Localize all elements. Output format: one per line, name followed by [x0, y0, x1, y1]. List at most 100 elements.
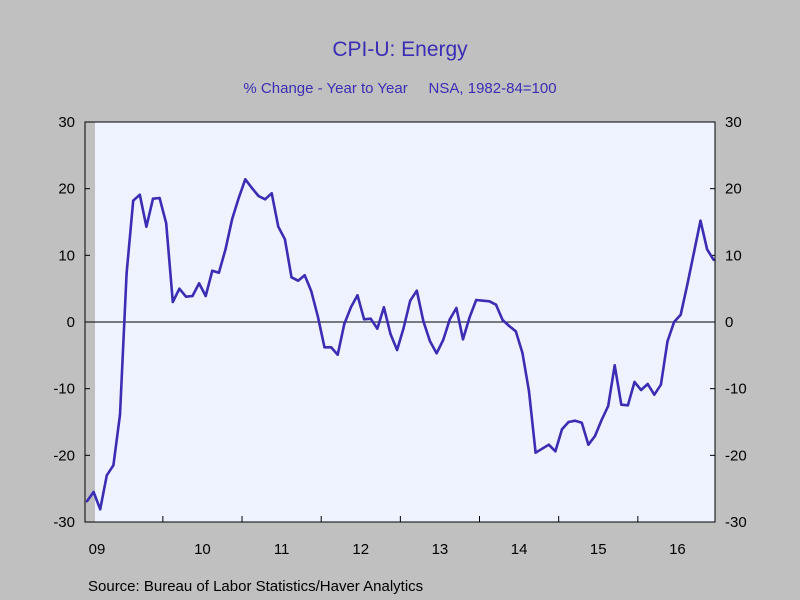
- data-point: [692, 251, 696, 254]
- y-tick-label-right: 30: [725, 114, 742, 131]
- x-tick-label: 15: [590, 541, 607, 558]
- x-tick-label: 14: [511, 541, 528, 558]
- data-point: [118, 413, 122, 416]
- y-tick-label-left: -30: [53, 514, 75, 531]
- data-point: [329, 346, 333, 349]
- data-point: [468, 316, 471, 319]
- y-tick-label-right: 10: [725, 247, 742, 264]
- data-point: [600, 418, 603, 422]
- data-point: [349, 306, 353, 309]
- data-point: [211, 269, 214, 272]
- data-point: [224, 248, 227, 251]
- data-point: [217, 271, 221, 274]
- data-point: [646, 382, 649, 386]
- data-point: [547, 443, 550, 446]
- x-tick-label: 10: [194, 541, 211, 558]
- data-point: [257, 194, 260, 198]
- data-point: [712, 258, 715, 262]
- data-point: [277, 225, 280, 228]
- data-point: [382, 306, 386, 309]
- data-point: [540, 447, 544, 450]
- data-point: [666, 340, 669, 343]
- data-point: [699, 219, 702, 222]
- data-point: [316, 315, 320, 318]
- data-point: [303, 274, 306, 277]
- y-tick-label-left: -10: [53, 381, 75, 398]
- data-point: [184, 295, 188, 298]
- data-point: [263, 198, 267, 201]
- plot-frame: [84, 121, 716, 523]
- data-point: [580, 421, 583, 424]
- data-point: [290, 276, 293, 279]
- data-point: [171, 300, 174, 304]
- data-point: [98, 508, 102, 511]
- data-point: [633, 380, 636, 384]
- data-point: [593, 434, 597, 438]
- data-point: [679, 313, 682, 316]
- data-point: [323, 346, 326, 349]
- y-tick-label-left: -20: [53, 447, 75, 464]
- y-tick-label-left: 20: [58, 181, 75, 198]
- data-point: [606, 404, 610, 408]
- chart-source: Source: Bureau of Labor Statistics/Haver…: [88, 578, 424, 595]
- data-point: [389, 332, 392, 336]
- data-point: [659, 383, 663, 386]
- data-point: [158, 196, 161, 200]
- data-point: [270, 192, 273, 195]
- data-point: [534, 451, 537, 454]
- data-point: [686, 283, 689, 286]
- data-point: [164, 222, 168, 225]
- data-point: [501, 318, 504, 322]
- data-point: [639, 388, 643, 392]
- data-point: [560, 428, 564, 431]
- data-point: [461, 338, 465, 341]
- data-point: [428, 340, 432, 343]
- y-tick-label-right: -30: [725, 514, 747, 531]
- data-point: [125, 272, 128, 275]
- y-tick-label-right: -10: [725, 381, 747, 398]
- data-point: [336, 353, 339, 356]
- data-point: [145, 225, 148, 228]
- data-point: [653, 393, 656, 396]
- data-point: [204, 294, 207, 298]
- data-point: [369, 317, 372, 320]
- data-point: [356, 294, 359, 297]
- data-point: [250, 186, 254, 190]
- data-point: [131, 199, 135, 202]
- y-tick-label-right: 0: [725, 314, 733, 331]
- data-point: [422, 320, 425, 323]
- data-point: [230, 218, 234, 221]
- x-tick-label: 09: [89, 541, 106, 558]
- data-point: [92, 490, 95, 494]
- data-point: [435, 352, 438, 355]
- data-point: [85, 500, 89, 503]
- data-point: [587, 443, 590, 446]
- data-point: [310, 290, 313, 293]
- data-point: [613, 364, 616, 367]
- data-point: [573, 419, 577, 422]
- x-tick-label: 12: [352, 541, 369, 558]
- data-point: [705, 248, 709, 251]
- chart-subtitle: % Change - Year to Year NSA, 1982-84=100: [243, 80, 557, 97]
- data-point: [283, 238, 287, 241]
- data-point: [395, 348, 399, 352]
- data-point: [521, 351, 524, 354]
- x-tick-label: 11: [274, 541, 290, 558]
- data-point: [481, 299, 485, 302]
- data-point: [376, 327, 379, 330]
- data-point: [455, 306, 458, 310]
- chart-title: CPI-U: Energy: [332, 38, 468, 61]
- data-point: [554, 450, 557, 453]
- data-point: [237, 196, 240, 200]
- data-point: [191, 294, 194, 298]
- data-point: [105, 474, 108, 477]
- data-point: [296, 279, 300, 282]
- data-point: [362, 318, 366, 321]
- data-point: [475, 298, 478, 302]
- data-point: [138, 193, 141, 196]
- y-tick-label-right: 20: [725, 181, 742, 198]
- data-point: [514, 330, 517, 333]
- data-point: [527, 390, 531, 393]
- data-point: [672, 320, 676, 324]
